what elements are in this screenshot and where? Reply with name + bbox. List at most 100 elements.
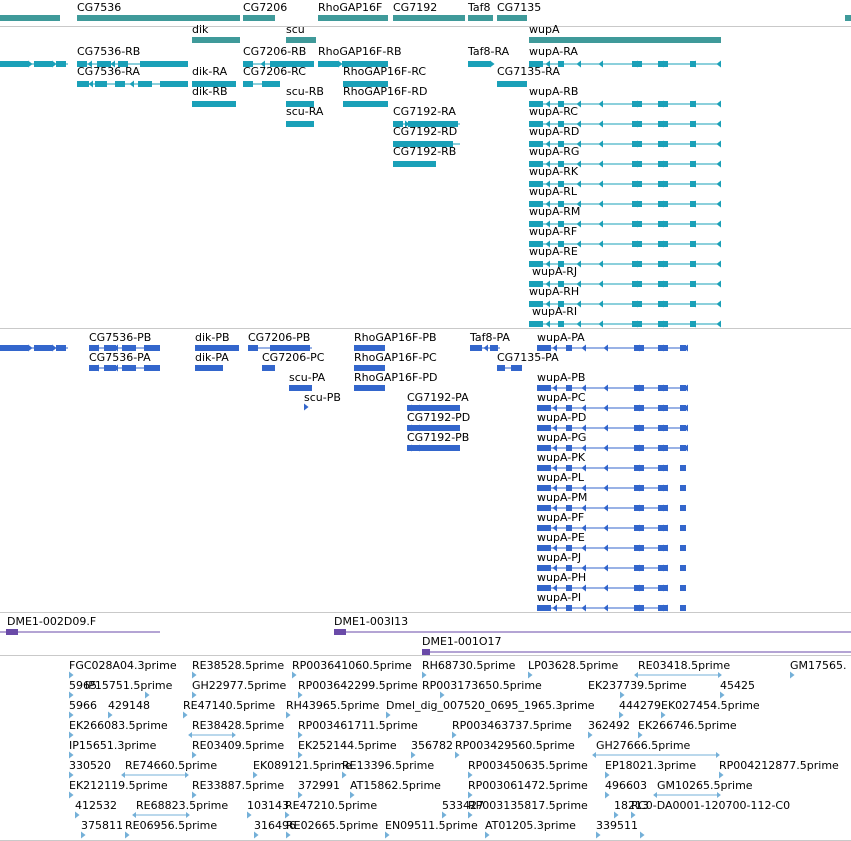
- exon-block[interactable]: [138, 81, 152, 87]
- transcript-label[interactable]: dik-RA: [192, 65, 228, 78]
- protein-label[interactable]: RhoGAP16F-PD: [354, 371, 438, 384]
- est-label[interactable]: RE38528.5prime: [192, 659, 285, 672]
- exon-block[interactable]: [77, 81, 89, 87]
- exon-block[interactable]: [566, 585, 572, 591]
- clone-label[interactable]: DME1-001O17: [422, 635, 502, 648]
- est-label[interactable]: 339511: [596, 819, 638, 832]
- exon-block[interactable]: [680, 485, 686, 491]
- exon-block[interactable]: [97, 61, 111, 67]
- exon-block[interactable]: [558, 101, 564, 107]
- protein-label[interactable]: wupA-PH: [537, 571, 587, 584]
- protein-label[interactable]: CG7206-PB: [248, 331, 311, 344]
- exon-block[interactable]: [566, 505, 572, 511]
- protein-label[interactable]: wupA-PD: [537, 411, 587, 424]
- est-label[interactable]: RP003641060.5prime: [292, 659, 412, 672]
- transcript-label[interactable]: CG7206-RC: [243, 65, 306, 78]
- gene-bar-CG7135[interactable]: [497, 15, 527, 21]
- exon-block[interactable]: [0, 345, 28, 351]
- exon-block[interactable]: [56, 61, 66, 67]
- exon-block[interactable]: [537, 465, 551, 471]
- transcript-label[interactable]: dik-RB: [192, 85, 228, 98]
- exon-block[interactable]: [558, 161, 564, 167]
- exon-block[interactable]: [537, 605, 551, 611]
- exon-block[interactable]: [680, 565, 686, 571]
- est-label[interactable]: 429148: [108, 699, 150, 712]
- exon-block[interactable]: [354, 365, 385, 371]
- protein-label[interactable]: wupA-PI: [537, 591, 582, 604]
- est-label[interactable]: RE74660.5prime: [125, 759, 218, 772]
- gene-label[interactable]: RhoGAP16F: [318, 1, 383, 14]
- exon-block[interactable]: [558, 241, 564, 247]
- gene-label[interactable]: CG7135: [497, 1, 542, 14]
- exon-block[interactable]: [680, 585, 686, 591]
- exon-block[interactable]: [529, 241, 543, 247]
- est-label[interactable]: RH68730.5prime: [422, 659, 516, 672]
- est-label[interactable]: EK266083.5prime: [69, 719, 168, 732]
- exon-block[interactable]: [529, 121, 543, 127]
- exon-block[interactable]: [558, 221, 564, 227]
- transcript-label[interactable]: CG7206-RB: [243, 45, 307, 58]
- gene-label[interactable]: scu: [286, 23, 305, 36]
- exon-block[interactable]: [529, 161, 543, 167]
- est-label[interactable]: LP03628.5prime: [528, 659, 619, 672]
- est-label[interactable]: 45425: [720, 679, 755, 692]
- exon-block[interactable]: [144, 345, 160, 351]
- exon-block[interactable]: [160, 81, 188, 87]
- est-label[interactable]: 5965: [69, 679, 97, 692]
- protein-label[interactable]: wupA-PA: [537, 331, 585, 344]
- exon-block[interactable]: [342, 61, 388, 67]
- protein-label[interactable]: wupA-PL: [537, 471, 584, 484]
- exon-block[interactable]: [537, 405, 551, 411]
- transcript-label[interactable]: wupA-RJ: [532, 265, 578, 278]
- est-label[interactable]: EP18021.3prime: [605, 759, 697, 772]
- est-label[interactable]: RP003429560.5prime: [455, 739, 575, 752]
- exon-block[interactable]: [104, 365, 116, 371]
- exon-block[interactable]: [529, 181, 543, 187]
- exon-block[interactable]: [566, 465, 572, 471]
- est-label[interactable]: EK266746.5prime: [638, 719, 737, 732]
- exon-block[interactable]: [680, 605, 686, 611]
- exon-block[interactable]: [680, 425, 686, 431]
- gene-bar-RhoGAP16F[interactable]: [318, 15, 388, 21]
- transcript-label[interactable]: RhoGAP16F-RD: [343, 85, 428, 98]
- exon-block[interactable]: [537, 485, 551, 491]
- exon-block[interactable]: [537, 585, 551, 591]
- exon-block[interactable]: [270, 61, 314, 67]
- exon-block[interactable]: [537, 545, 551, 551]
- est-label[interactable]: EK212119.5prime: [69, 779, 168, 792]
- exon-block[interactable]: [566, 445, 572, 451]
- transcript-label[interactable]: CG7135-RA: [497, 65, 560, 78]
- exon-block[interactable]: [566, 605, 572, 611]
- gene-bar-CG7206[interactable]: [243, 15, 275, 21]
- gene-bar-wupA[interactable]: [529, 37, 721, 43]
- transcript-label[interactable]: wupA-RD: [529, 125, 580, 138]
- exon-block[interactable]: [680, 445, 686, 451]
- exon-block[interactable]: [680, 405, 686, 411]
- exon-block[interactable]: [558, 261, 564, 267]
- protein-label[interactable]: wupA-PE: [537, 531, 585, 544]
- exon-block[interactable]: [680, 385, 686, 391]
- protein-label[interactable]: dik-PB: [195, 331, 230, 344]
- exon-block[interactable]: [34, 345, 52, 351]
- exon-block[interactable]: [354, 345, 385, 351]
- exon-block[interactable]: [343, 81, 388, 87]
- est-label[interactable]: RE47210.5prime: [285, 799, 378, 812]
- est-label[interactable]: 362492: [588, 719, 630, 732]
- est-label[interactable]: GH22977.5prime: [192, 679, 287, 692]
- est-label[interactable]: RP003461711.5prime: [298, 719, 418, 732]
- protein-label[interactable]: scu-PB: [304, 391, 341, 404]
- exon-block[interactable]: [529, 221, 543, 227]
- exon-block[interactable]: [566, 385, 572, 391]
- exon-block[interactable]: [122, 345, 136, 351]
- est-label[interactable]: AT15862.5prime: [350, 779, 441, 792]
- exon-block[interactable]: [192, 81, 236, 87]
- exon-block[interactable]: [407, 445, 460, 451]
- est-label[interactable]: RE33887.5prime: [192, 779, 285, 792]
- protein-label[interactable]: wupA-PB: [537, 371, 586, 384]
- clone-bar-DME1-001O17[interactable]: [422, 649, 430, 655]
- est-label[interactable]: AT01205.3prime: [485, 819, 576, 832]
- protein-bar-dik-PB[interactable]: [195, 345, 239, 351]
- exon-block[interactable]: [393, 121, 403, 127]
- exon-block[interactable]: [558, 141, 564, 147]
- protein-label[interactable]: wupA-PC: [537, 391, 586, 404]
